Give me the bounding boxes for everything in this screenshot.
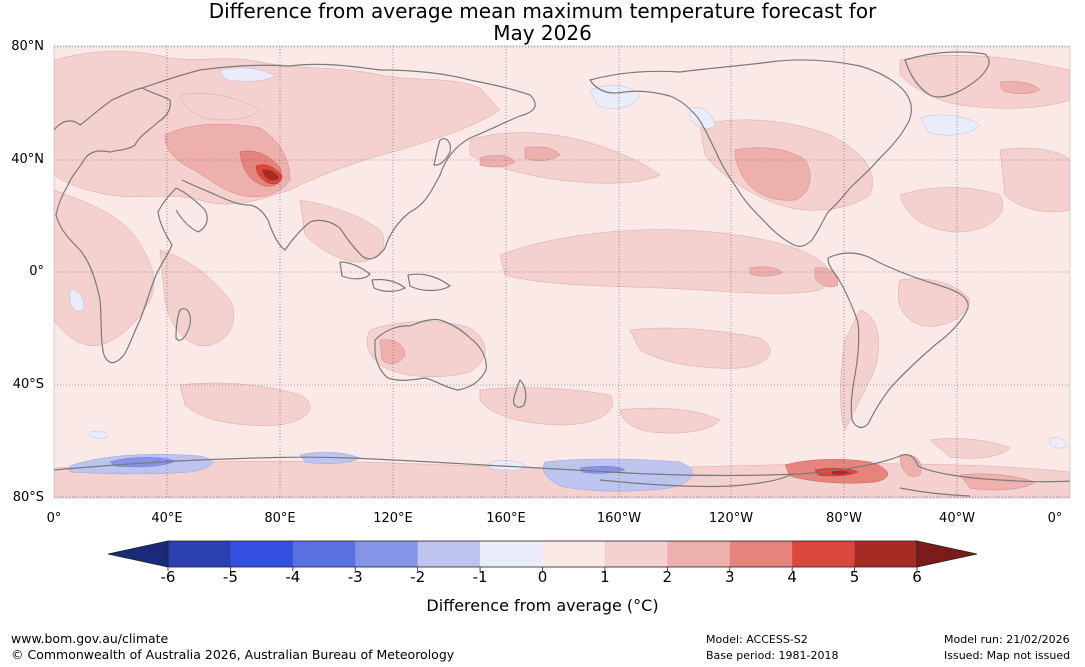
colorbar-tick-label: 1 <box>600 568 610 586</box>
lon-label-160e: 160°E <box>486 511 526 526</box>
lat-label-80n: 80°N <box>11 39 44 54</box>
lon-label-0-left: 0° <box>46 511 62 526</box>
colorbar-segment <box>355 541 419 567</box>
colorbar-tick-label: 6 <box>912 568 922 586</box>
anomaly-5-6-layer <box>262 169 850 475</box>
colorbar-tick-label: 3 <box>724 568 735 586</box>
lon-label-40w: 40°W <box>939 511 975 526</box>
footer-model: Model: ACCESS-S2 <box>706 633 808 646</box>
footer-copyright: © Commonwealth of Australia 2026, Austra… <box>11 647 455 662</box>
colorbar-segment <box>854 541 918 567</box>
colorbar-tick-label: -3 <box>347 568 363 586</box>
lon-label-120w: 120°W <box>708 511 754 526</box>
anomaly-neg-1-2-layer <box>69 451 693 492</box>
footer-website: www.bom.gov.au/climate <box>11 631 169 646</box>
lon-label-80e: 80°E <box>264 511 296 526</box>
footer-base-period: Base period: 1981-2018 <box>706 649 839 662</box>
colorbar-tick-label: 5 <box>849 568 860 586</box>
lat-label-80s: 80°S <box>12 490 44 505</box>
lon-label-40e: 40°E <box>151 511 183 526</box>
colorbar-segment <box>729 541 793 567</box>
colorbar-segment <box>230 541 294 567</box>
colorbar-tick-label: -5 <box>222 568 238 586</box>
graticule <box>54 46 1070 498</box>
colorbar-tick-label: -2 <box>410 568 426 586</box>
map-title-line-1: Difference from average mean maximum tem… <box>208 0 877 23</box>
colorbar-extend-high <box>916 540 978 568</box>
lon-label-160w: 160°W <box>596 511 642 526</box>
colorbar-label: Difference from average (°C) <box>426 596 659 615</box>
lat-label-0: 0° <box>29 264 44 279</box>
colorbar-tick-label: 2 <box>662 568 673 586</box>
colorbar-segment <box>792 541 856 567</box>
map-frame <box>53 45 1071 499</box>
colorbar-tick-label: 4 <box>787 568 797 586</box>
coastlines <box>54 51 1070 497</box>
colorbar-segment <box>542 541 606 567</box>
map-title-line-2: May 2026 <box>493 21 592 45</box>
lat-label-40n: 40°N <box>11 152 44 167</box>
colorbar-segment <box>604 541 668 567</box>
colorbar-tick-label: -4 <box>285 568 301 586</box>
colorbar-tick-label: -6 <box>160 568 176 586</box>
colorbar-segment <box>480 541 543 567</box>
colorbar-segment <box>417 541 481 567</box>
lon-label-120e: 120°E <box>373 511 413 526</box>
colorbar-segment <box>168 541 231 567</box>
colorbar-segment <box>667 541 731 567</box>
colorbar-segment <box>292 541 356 567</box>
footer-issued: Issued: Map not issued <box>944 649 1071 662</box>
lon-label-0-right: 0° <box>1047 511 1063 526</box>
lon-label-80w: 80°W <box>826 511 862 526</box>
colorbar-tick-label: 0 <box>537 568 548 586</box>
lat-label-40s: 40°S <box>12 377 44 392</box>
colorbar-tick-label: -1 <box>472 568 488 586</box>
footer-model-run: Model run: 21/02/2026 <box>944 633 1070 646</box>
colorbar-extend-low <box>107 540 169 568</box>
